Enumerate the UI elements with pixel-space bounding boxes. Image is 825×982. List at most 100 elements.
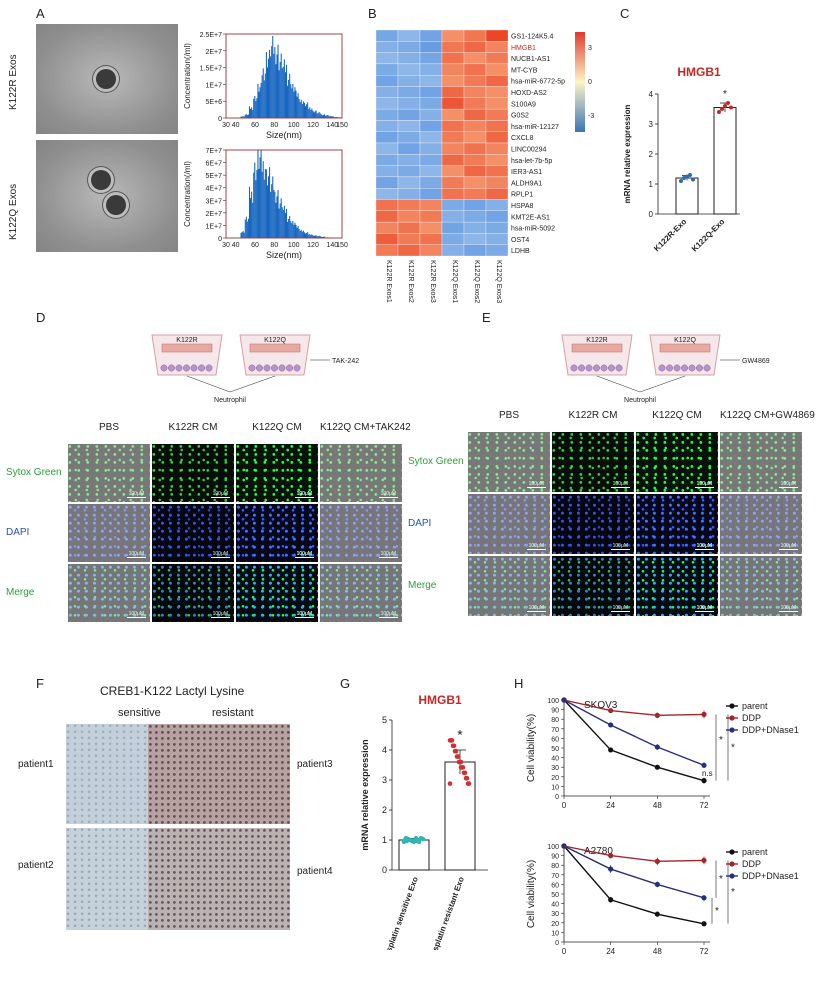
heatmap-gene-label: CXCL8 bbox=[511, 135, 534, 142]
heatmap-cell bbox=[463, 52, 487, 65]
series-point bbox=[701, 895, 707, 901]
heatmap-sample-label: K122Q Exos1 bbox=[451, 260, 458, 303]
panel-e-micrograph: 100μM bbox=[552, 432, 634, 492]
panel-e-micrograph: 100μM bbox=[636, 494, 718, 554]
heatmap-cell bbox=[441, 120, 465, 132]
hist-bar bbox=[336, 117, 338, 118]
heatmap-cell bbox=[397, 176, 421, 189]
schematic-left-label: K122R bbox=[586, 337, 607, 344]
hist-bar bbox=[275, 202, 277, 238]
hist-bar bbox=[246, 221, 248, 238]
ns-label: n.s bbox=[702, 769, 713, 778]
scale-bar: 100μM bbox=[778, 481, 798, 488]
hist-bar bbox=[291, 223, 293, 238]
significance-star: * bbox=[719, 874, 723, 885]
bar bbox=[444, 761, 476, 871]
x-tick-label: 60 bbox=[251, 242, 259, 249]
data-point bbox=[726, 101, 730, 105]
y-tick-label: 100 bbox=[547, 698, 559, 705]
panel-d-micrograph: 100μM bbox=[68, 504, 150, 562]
series-point bbox=[701, 778, 707, 784]
series-point bbox=[701, 857, 707, 863]
x-tick-label: 100 bbox=[288, 122, 300, 129]
hist-bar bbox=[296, 227, 298, 238]
y-tick-label: 50 bbox=[551, 746, 559, 753]
hist-bar bbox=[315, 110, 317, 118]
heatmap-cell bbox=[419, 97, 443, 110]
heatmap-cell bbox=[441, 97, 465, 110]
series-line bbox=[563, 699, 705, 766]
x-tick-label: 80 bbox=[270, 122, 278, 129]
hist-bar bbox=[298, 228, 300, 238]
hist-bar bbox=[306, 232, 308, 238]
legend-label: DDP bbox=[742, 859, 761, 869]
heatmap-cell bbox=[441, 86, 465, 98]
series-point bbox=[608, 707, 614, 714]
y-tick-label: 0 bbox=[218, 116, 222, 123]
hist-bar bbox=[326, 115, 328, 118]
hist-bar bbox=[329, 116, 331, 118]
series-line bbox=[563, 699, 705, 717]
series-line bbox=[563, 699, 705, 782]
scale-bar: 100μM bbox=[210, 491, 230, 498]
hist-bar bbox=[267, 176, 270, 238]
heatmap-cell bbox=[441, 154, 465, 166]
heatmap-cell bbox=[419, 244, 443, 257]
hist-bar bbox=[318, 235, 320, 238]
heatmap-cell bbox=[441, 165, 465, 178]
heatmap-cell bbox=[485, 210, 509, 223]
heatmap-cell bbox=[485, 188, 509, 200]
neutrophil-pointer bbox=[596, 375, 641, 393]
heatmap-gene-label: LINC00294 bbox=[511, 146, 547, 153]
hist-bar bbox=[277, 44, 279, 118]
tumor-cell-layer bbox=[161, 343, 213, 353]
series-line bbox=[563, 845, 705, 899]
heatmap-cell bbox=[397, 52, 421, 65]
x-tick-label: 24 bbox=[606, 801, 615, 810]
hist-bar bbox=[333, 117, 335, 118]
x-tick-label: 120 bbox=[307, 242, 319, 249]
hist-bar bbox=[246, 115, 248, 118]
y-tick-label: 30 bbox=[551, 765, 559, 772]
hist-bar bbox=[281, 207, 283, 238]
neutrophil-cell bbox=[198, 364, 205, 372]
heatmap-cell bbox=[419, 29, 443, 42]
hist-bar bbox=[307, 102, 309, 118]
row-label-k122q: K122Q Exos bbox=[8, 183, 19, 240]
panel-e-micrograph: 100μM bbox=[636, 432, 718, 492]
neutrophil-cell bbox=[703, 364, 711, 372]
hist-bar bbox=[283, 59, 285, 118]
hist-bar bbox=[280, 198, 282, 238]
hist-bar bbox=[250, 198, 252, 238]
hist-bar bbox=[299, 102, 301, 118]
heatmap-cell bbox=[463, 233, 487, 245]
ihc-image-patient4 bbox=[148, 828, 290, 930]
heatmap-cell bbox=[463, 154, 487, 166]
legend-marker bbox=[729, 849, 735, 855]
y-axis-label: Cell viability(%) bbox=[526, 714, 537, 782]
heatmap-cell bbox=[485, 41, 509, 53]
panel-d-micrograph: 100μM bbox=[152, 564, 234, 622]
heatmap-sample-label: K122Q Exos3 bbox=[495, 260, 502, 303]
hist-bar bbox=[256, 170, 258, 238]
heatmap-cell bbox=[375, 86, 399, 98]
y-tick-label: 20 bbox=[551, 775, 559, 782]
heatmap-gene-label: HOXD-AS2 bbox=[511, 90, 547, 97]
ihc-col-sensitive: sensitive bbox=[118, 707, 161, 719]
hist-bar bbox=[335, 116, 337, 118]
hist-bar bbox=[332, 116, 334, 118]
hist-bar bbox=[253, 98, 255, 118]
heatmap-cell bbox=[375, 233, 399, 245]
hist-bar bbox=[328, 237, 330, 238]
hist-bar bbox=[278, 70, 280, 118]
hist-bar bbox=[282, 66, 284, 118]
panel-e-row-label: Merge bbox=[408, 580, 437, 591]
hist-bar bbox=[254, 162, 256, 238]
legend-marker bbox=[729, 715, 735, 721]
scale-bar: 100μM bbox=[210, 551, 230, 558]
heatmap-cell bbox=[463, 63, 487, 76]
heatmap-cell bbox=[485, 75, 509, 87]
heatmap-cell bbox=[485, 199, 509, 211]
heatmap-gene-label: hsa-miR-5092 bbox=[511, 226, 555, 233]
hist-bar bbox=[339, 117, 341, 118]
